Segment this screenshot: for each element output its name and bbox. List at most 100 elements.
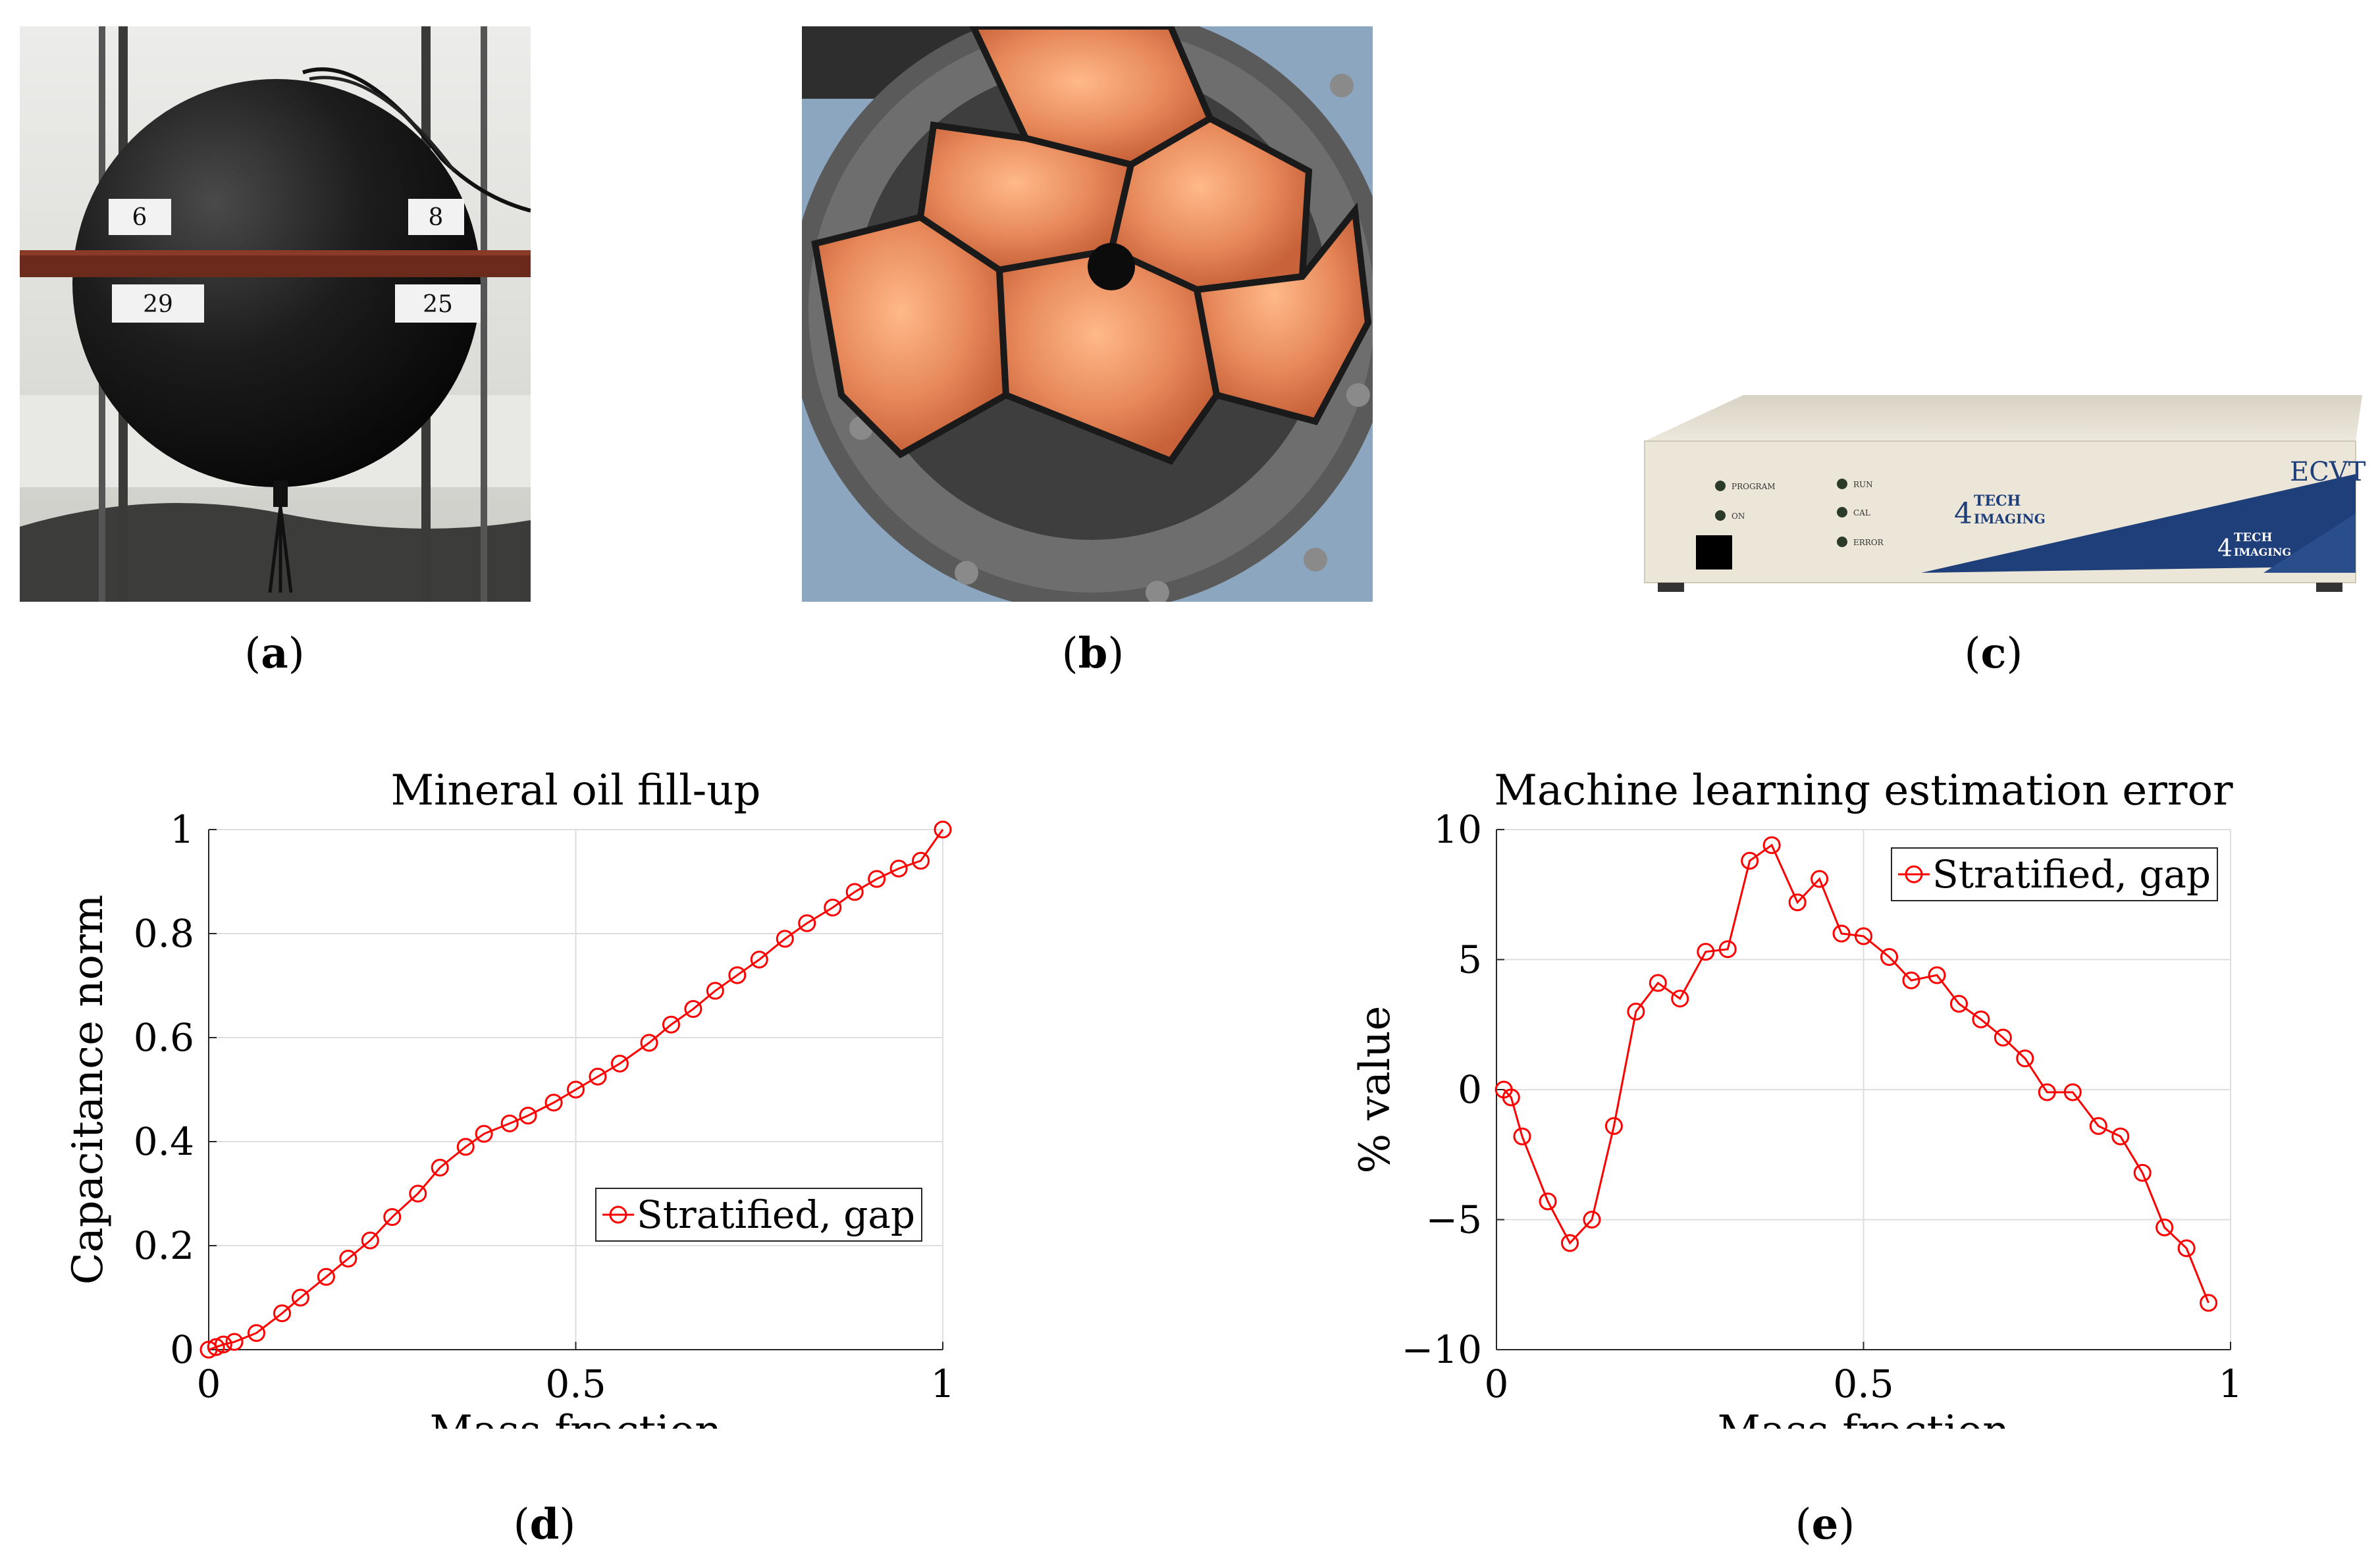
chart-ml-estimation-error: 0 0.5 1 −10 −5 0 5 10 Machine learning estimatio… [1351, 766, 2243, 1429]
device-name-label: ECVT [2290, 457, 2366, 487]
y-tick-label: 1 [170, 807, 194, 852]
x-tick-label: 1 [931, 1362, 955, 1406]
data-point [207, 1338, 225, 1356]
data-point [247, 1324, 265, 1342]
data-point [1627, 1003, 1645, 1020]
data-point [500, 1114, 519, 1132]
data-point [409, 1184, 427, 1203]
data-point [824, 899, 842, 916]
indicator-program: PROGRAM [1732, 482, 1776, 491]
y-tick-label: −10 [1402, 1327, 1482, 1372]
x-tick-label: 1 [2219, 1362, 2243, 1406]
data-point [912, 851, 930, 870]
ecvt-device-illustration: ECVT 4 TECH IMAGING 4 TECH IMAGING PROGR… [1631, 382, 2373, 602]
brand-bottom: IMAGING [1974, 511, 2046, 527]
photo-sphere-sensor: 6 8 29 25 [20, 26, 531, 602]
chart-title: Machine learning estimation error [1494, 766, 2233, 815]
indicator-cal: CAL [1853, 508, 1870, 517]
data-point [934, 820, 952, 839]
x-axis-label: Mass fraction [1718, 1407, 2010, 1429]
y-axis-label: % value [1351, 1005, 1400, 1173]
data-point [589, 1067, 607, 1086]
indicator-run: RUN [1853, 480, 1873, 489]
data-point [610, 1055, 629, 1072]
y-tick-label: 0.2 [134, 1223, 194, 1268]
data-point [889, 859, 908, 878]
data-point [1832, 924, 1851, 943]
y-tick-label: 10 [1433, 807, 1482, 852]
indicator-error: ERROR [1853, 538, 1884, 547]
chart-title: Mineral oil fill-up [391, 766, 761, 815]
data-point [1718, 940, 1737, 959]
data-point [1741, 851, 1759, 870]
data-point [1902, 971, 1920, 990]
data-point [2063, 1083, 2082, 1101]
y-tick-label: 0 [170, 1327, 194, 1372]
x-tick-label: 0 [197, 1362, 221, 1406]
data-point [1972, 1010, 1990, 1028]
data-point [544, 1094, 563, 1112]
data-point [361, 1231, 379, 1250]
legend-label: Stratified, gap [1932, 852, 2211, 897]
data-point [2111, 1127, 2130, 1146]
data-point [728, 966, 747, 984]
data-point [456, 1138, 475, 1156]
data-point [2038, 1083, 2056, 1101]
data-point [383, 1208, 402, 1227]
data-point [2133, 1163, 2152, 1182]
legend-marker [609, 1205, 627, 1224]
y-tick-label: −5 [1426, 1198, 1483, 1242]
data-point [640, 1034, 658, 1052]
data-point [1762, 836, 1781, 855]
data-point [1604, 1117, 1623, 1135]
y-axis-label: Capacitance norm [64, 895, 113, 1285]
brand-number-2: 4 [2217, 535, 2233, 562]
indicator-on: ON [1732, 512, 1745, 521]
data-point [706, 982, 724, 1000]
data-point [225, 1333, 244, 1351]
data-point [1583, 1211, 1601, 1229]
legend-box [595, 1188, 922, 1242]
brand-bottom-2: IMAGING [2234, 546, 2291, 558]
data-point [1880, 948, 1899, 966]
data-point [868, 870, 886, 888]
panel-label-d: (d) [513, 1500, 576, 1549]
photo-ecvt-device: ECVT 4 TECH IMAGING 4 TECH IMAGING PROGR… [1631, 382, 2373, 602]
y-tick-label: 0.8 [134, 911, 194, 956]
data-point [1561, 1234, 1579, 1252]
data-point [2016, 1049, 2034, 1068]
data-point [273, 1304, 291, 1323]
data-point [1539, 1192, 1557, 1211]
data-point [317, 1267, 335, 1286]
data-point [1788, 893, 1807, 912]
data-point [1513, 1127, 1531, 1146]
data-point [214, 1335, 232, 1354]
legend-box [1891, 847, 2218, 901]
y-tick-label: 0.6 [134, 1015, 194, 1060]
panel-label-e: (e) [1795, 1500, 1855, 1549]
legend-marker [1905, 865, 1923, 884]
data-point [2155, 1218, 2174, 1236]
data-point [1949, 995, 1968, 1013]
electrode-illustration [802, 26, 1373, 602]
data-point [1855, 927, 1872, 945]
data-point [1928, 966, 1946, 984]
data-point [845, 883, 864, 901]
panel-label-b: (b) [1061, 629, 1124, 678]
data-point [684, 1000, 702, 1019]
y-tick-label: 0 [1458, 1067, 1482, 1112]
brand-top: TECH [1974, 492, 2021, 510]
series-line [1503, 843, 2209, 1304]
data-point [339, 1250, 357, 1268]
x-axis-label: Mass fraction [430, 1407, 722, 1429]
photo-electrode-array [802, 26, 1373, 602]
data-point [475, 1124, 493, 1143]
data-point [1649, 974, 1667, 992]
data-point [2177, 1239, 2196, 1257]
x-tick-label: 0 [1485, 1362, 1509, 1406]
data-point [662, 1015, 680, 1034]
data-point [1697, 943, 1715, 961]
x-tick-label: 0.5 [545, 1362, 606, 1406]
data-point [2089, 1117, 2107, 1135]
panel-label-a: (a) [244, 629, 305, 678]
